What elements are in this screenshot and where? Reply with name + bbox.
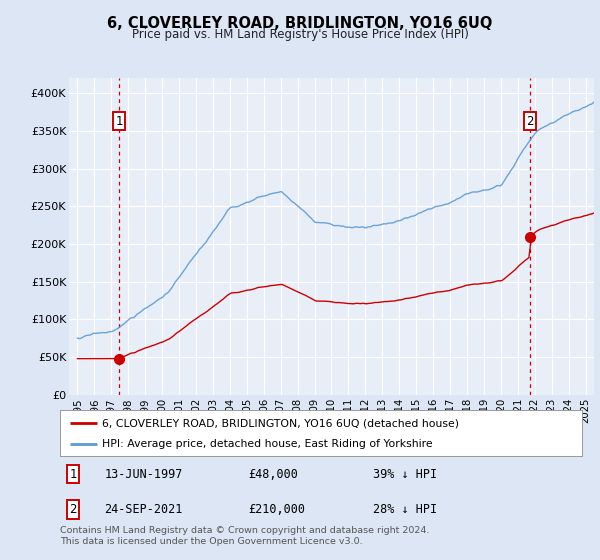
Text: 24-SEP-2021: 24-SEP-2021 [104,503,183,516]
Text: £210,000: £210,000 [248,503,305,516]
Text: 1: 1 [115,115,123,128]
Text: 28% ↓ HPI: 28% ↓ HPI [373,503,437,516]
Text: 2: 2 [526,115,534,128]
Text: 13-JUN-1997: 13-JUN-1997 [104,468,183,480]
Text: 2: 2 [70,503,77,516]
Text: 39% ↓ HPI: 39% ↓ HPI [373,468,437,480]
Text: 6, CLOVERLEY ROAD, BRIDLINGTON, YO16 6UQ: 6, CLOVERLEY ROAD, BRIDLINGTON, YO16 6UQ [107,16,493,31]
Text: 1: 1 [70,468,77,480]
Text: Contains HM Land Registry data © Crown copyright and database right 2024.
This d: Contains HM Land Registry data © Crown c… [60,526,430,546]
Text: Price paid vs. HM Land Registry's House Price Index (HPI): Price paid vs. HM Land Registry's House … [131,28,469,41]
Text: £48,000: £48,000 [248,468,298,480]
Text: HPI: Average price, detached house, East Riding of Yorkshire: HPI: Average price, detached house, East… [102,440,433,450]
Text: 6, CLOVERLEY ROAD, BRIDLINGTON, YO16 6UQ (detached house): 6, CLOVERLEY ROAD, BRIDLINGTON, YO16 6UQ… [102,418,459,428]
